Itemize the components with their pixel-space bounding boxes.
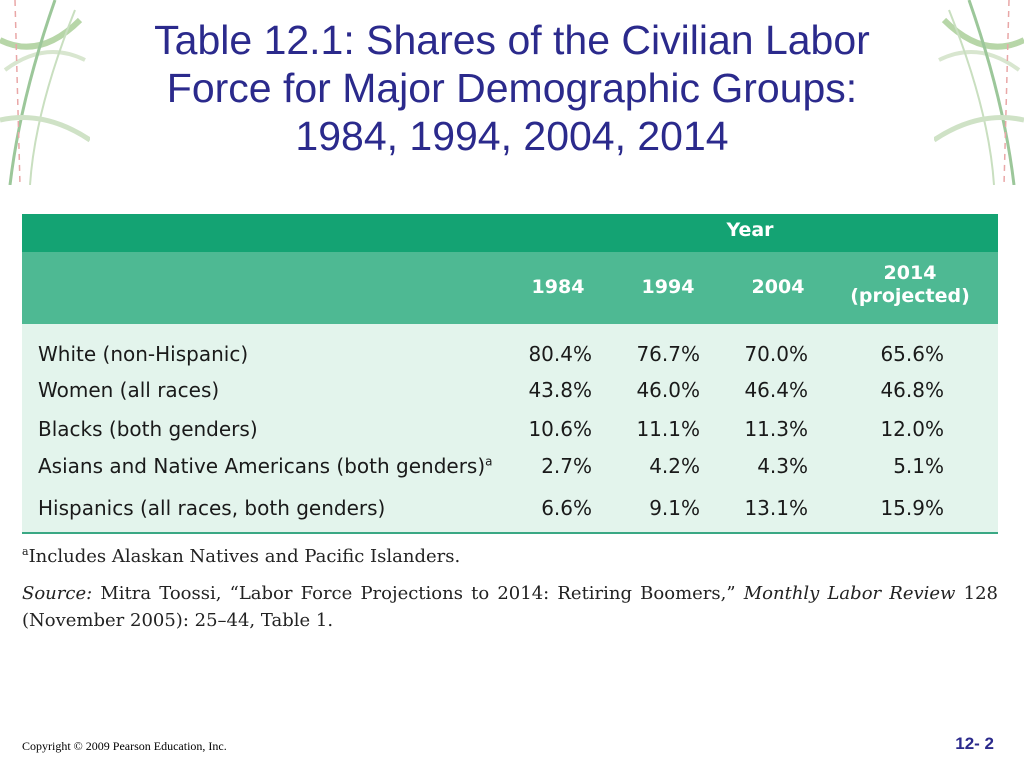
labor-force-table: Year 1984 1994 2004 2014 (projected) Whi…: [22, 214, 998, 534]
row-label-text: Asians and Native Americans (both gender…: [38, 454, 486, 478]
cell-2004: 13.1%: [744, 496, 808, 520]
cell-2004: 70.0%: [744, 342, 808, 366]
cell-2004: 4.3%: [757, 454, 808, 478]
cell-1984: 80.4%: [528, 342, 592, 366]
table-group-header: Year: [22, 214, 998, 252]
cell-2014: 5.1%: [893, 454, 944, 478]
table-row: Asians and Native Americans (both gender…: [22, 454, 998, 484]
table-row: White (non-Hispanic) 80.4% 76.7% 70.0% 6…: [22, 342, 998, 372]
title-line: Force for Major Demographic Groups:: [166, 65, 858, 111]
row-label: Hispanics (all races, both genders): [38, 496, 385, 520]
footnote: aIncludes Alaskan Natives and Pacific Is…: [22, 545, 998, 567]
footnote-marker: a: [485, 454, 493, 469]
cell-1984: 10.6%: [528, 417, 592, 441]
cell-1994: 76.7%: [636, 342, 700, 366]
cell-1994: 46.0%: [636, 378, 700, 402]
column-header-year: 2014: [883, 262, 937, 284]
cell-1994: 9.1%: [649, 496, 700, 520]
cell-1994: 4.2%: [649, 454, 700, 478]
column-header-1994: 1994: [641, 276, 695, 298]
right-decoration-graphic: [934, 0, 1024, 185]
row-label: Asians and Native Americans (both gender…: [38, 454, 493, 478]
source-journal: Monthly Labor Review: [743, 583, 956, 604]
title-line: Table 12.1: Shares of the Civilian Labor: [154, 17, 870, 63]
page-number: 12- 2: [955, 734, 994, 753]
row-label: Women (all races): [38, 378, 219, 402]
row-label: White (non-Hispanic): [38, 342, 248, 366]
row-label-text: Women (all races): [38, 378, 220, 402]
cell-2014: 65.6%: [880, 342, 944, 366]
table-row: Women (all races) 43.8% 46.0% 46.4% 46.8…: [22, 378, 998, 408]
cell-1984: 6.6%: [541, 496, 592, 520]
row-label-text: Blacks (both genders): [38, 417, 258, 441]
year-group-label: Year: [726, 219, 774, 241]
source-note: Source: Mitra Toossi, “Labor Force Proje…: [22, 580, 998, 634]
cell-1994: 11.1%: [636, 417, 700, 441]
title-line: 1984, 1994, 2004, 2014: [295, 113, 729, 159]
footnote-text: Includes Alaskan Natives and Pacific Isl…: [28, 546, 461, 567]
row-label-text: Hispanics (all races, both genders): [38, 496, 386, 520]
row-label: Blacks (both genders): [38, 417, 258, 441]
cell-2014: 15.9%: [880, 496, 944, 520]
cell-1984: 2.7%: [541, 454, 592, 478]
source-text: Mitra Toossi, “Labor Force Projections t…: [92, 583, 744, 604]
table-column-headers: 1984 1994 2004 2014 (projected): [22, 252, 998, 324]
footnote-marker: a: [22, 545, 29, 558]
left-decoration-graphic: [0, 0, 90, 185]
column-header-2004: 2004: [751, 276, 805, 298]
column-header-2014: 2014 (projected): [840, 262, 980, 308]
cell-2014: 12.0%: [880, 417, 944, 441]
source-text-end: 128 (November 2005): 25–44, Table 1.: [22, 583, 998, 631]
column-header-1984: 1984: [531, 276, 585, 298]
table-row: Hispanics (all races, both genders) 6.6%…: [22, 496, 998, 526]
cell-2014: 46.8%: [880, 378, 944, 402]
table-row: Blacks (both genders) 10.6% 11.1% 11.3% …: [22, 417, 998, 447]
copyright-notice: Copyright © 2009 Pearson Education, Inc.: [22, 739, 227, 753]
row-label-text: White (non-Hispanic): [38, 342, 249, 366]
cell-2004: 46.4%: [744, 378, 808, 402]
cell-2004: 11.3%: [744, 417, 808, 441]
slide-title: Table 12.1: Shares of the Civilian Labor…: [100, 16, 924, 160]
source-label: Source:: [22, 583, 93, 604]
column-header-note: (projected): [850, 285, 970, 307]
cell-1984: 43.8%: [528, 378, 592, 402]
